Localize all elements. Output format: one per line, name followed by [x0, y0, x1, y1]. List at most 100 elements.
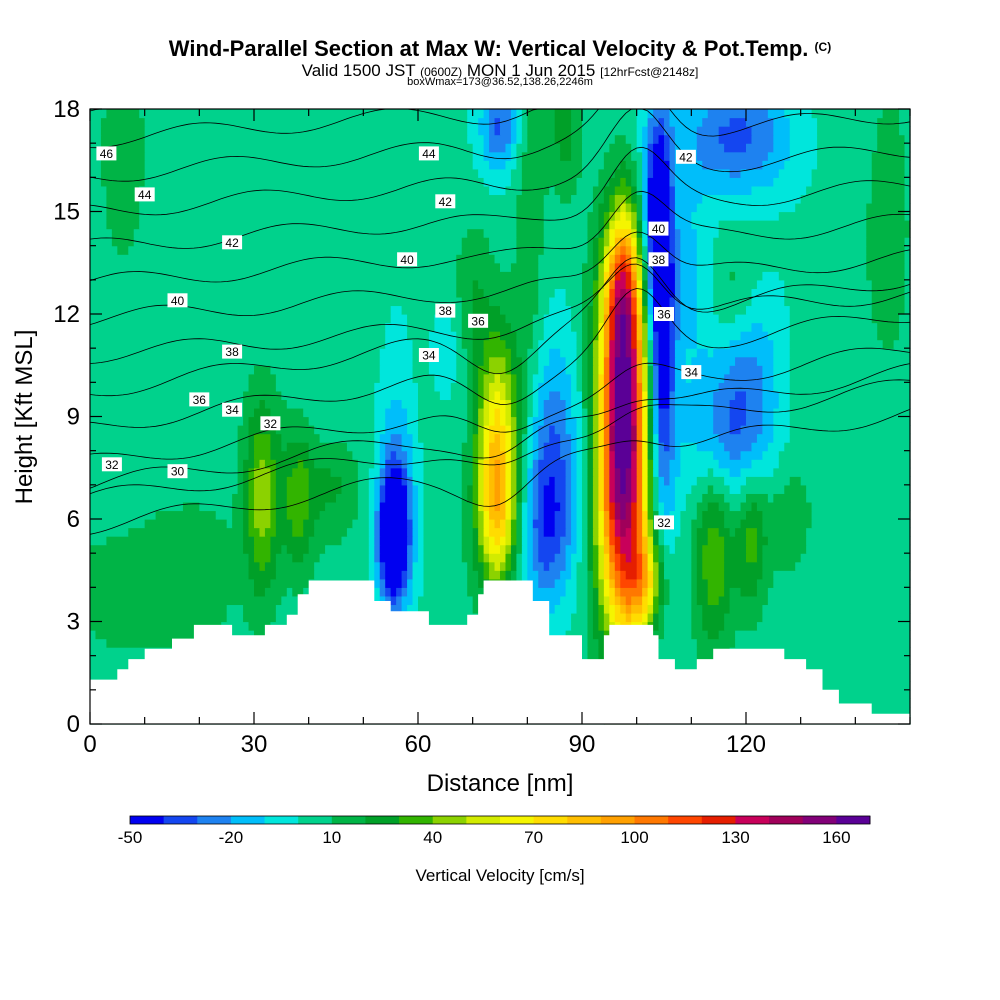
velocity-cell	[412, 527, 419, 537]
velocity-cell	[494, 484, 501, 494]
velocity-cell	[549, 476, 556, 486]
terrain-mask	[90, 580, 910, 724]
colorbar-tick-label: 10	[322, 828, 341, 847]
velocity-cell	[254, 587, 266, 597]
velocity-cell	[418, 544, 425, 554]
velocity-cell	[620, 501, 627, 512]
velocity-cell	[592, 519, 599, 529]
velocity-cell	[592, 459, 599, 469]
velocity-cell	[767, 536, 807, 546]
velocity-cell	[653, 416, 660, 426]
velocity-cell	[609, 467, 616, 477]
velocity-cell	[571, 536, 578, 546]
velocity-cell	[636, 484, 643, 494]
velocity-cell	[412, 595, 419, 606]
velocity-cell	[401, 305, 441, 315]
velocity-cell	[319, 553, 370, 563]
velocity-cell	[587, 604, 594, 614]
velocity-cell	[483, 407, 490, 418]
velocity-cell	[494, 433, 501, 443]
velocity-cell	[631, 450, 638, 460]
velocity-cell	[90, 331, 386, 341]
velocity-cell	[248, 493, 255, 503]
velocity-cell	[664, 561, 692, 571]
velocity-cell	[412, 544, 419, 554]
velocity-cell	[696, 237, 714, 247]
theta-label: 42	[675, 149, 696, 164]
velocity-cell	[707, 595, 720, 606]
velocity-cell	[106, 638, 195, 648]
colorbar-swatch	[533, 816, 568, 824]
velocity-cell	[642, 570, 649, 580]
velocity-cell	[653, 151, 665, 161]
velocity-cell	[527, 578, 539, 588]
velocity-cell	[603, 245, 610, 255]
velocity-cell	[614, 476, 621, 486]
velocity-cell	[713, 279, 758, 289]
velocity-cell	[516, 476, 523, 486]
velocity-cell	[565, 407, 572, 418]
velocity-cell	[532, 544, 539, 554]
velocity-cell	[592, 604, 599, 614]
velocity-cell	[571, 459, 578, 469]
velocity-cell	[653, 544, 660, 554]
colorbar-swatch	[466, 816, 501, 824]
velocity-cell	[729, 647, 911, 657]
velocity-cell	[653, 570, 660, 580]
velocity-cell	[674, 493, 687, 503]
velocity-cell	[811, 168, 873, 178]
velocity-cell	[647, 544, 654, 554]
velocity-cell	[669, 373, 676, 383]
velocity-cell	[614, 262, 621, 272]
velocity-cell	[625, 262, 632, 272]
velocity-cell	[286, 484, 310, 494]
velocity-cell	[631, 322, 638, 332]
velocity-cell	[871, 288, 906, 298]
velocity-cell	[100, 143, 146, 153]
velocity-cell	[303, 527, 315, 537]
velocity-cell	[407, 510, 414, 520]
velocity-cell	[735, 390, 747, 401]
velocity-cell	[609, 442, 616, 452]
velocity-cell	[226, 604, 244, 614]
velocity-cell	[614, 407, 632, 418]
velocity-cell	[243, 519, 250, 529]
velocity-cell	[636, 117, 649, 127]
velocity-cell	[696, 288, 714, 298]
velocity-cell	[565, 519, 572, 529]
velocity-cell	[478, 168, 512, 178]
velocity-cell	[521, 433, 528, 443]
velocity-cell	[423, 536, 463, 546]
velocity-cell	[603, 553, 610, 563]
velocity-cell	[592, 553, 599, 563]
valid-time: Valid 1500 JST	[301, 61, 416, 80]
x-tick-label: 120	[726, 731, 766, 758]
velocity-cell	[467, 390, 474, 401]
velocity-cell	[270, 519, 277, 529]
velocity-cell	[614, 228, 632, 238]
velocity-cell	[374, 476, 381, 486]
velocity-cell	[762, 373, 774, 383]
velocity-cell	[500, 262, 512, 272]
velocity-cell	[789, 143, 818, 153]
velocity-cell	[516, 399, 523, 409]
velocity-cell	[625, 211, 632, 221]
velocity-cell	[401, 578, 408, 588]
velocity-cell	[368, 544, 375, 554]
velocity-cell	[642, 399, 649, 409]
velocity-cell	[144, 151, 474, 161]
velocity-cell	[538, 339, 578, 349]
velocity-cell	[494, 561, 501, 571]
velocity-cell	[412, 339, 430, 349]
velocity-cell	[647, 373, 654, 383]
velocity-cell	[505, 484, 512, 494]
velocity-cell	[598, 382, 605, 392]
theta-label-text: 46	[100, 147, 114, 161]
velocity-cell	[423, 570, 468, 580]
velocity-cell	[549, 561, 567, 571]
velocity-cell	[658, 553, 665, 563]
velocity-cell	[379, 476, 386, 486]
velocity-cell	[587, 314, 594, 324]
theta-label: 32	[654, 515, 674, 530]
velocity-cell	[811, 177, 873, 187]
